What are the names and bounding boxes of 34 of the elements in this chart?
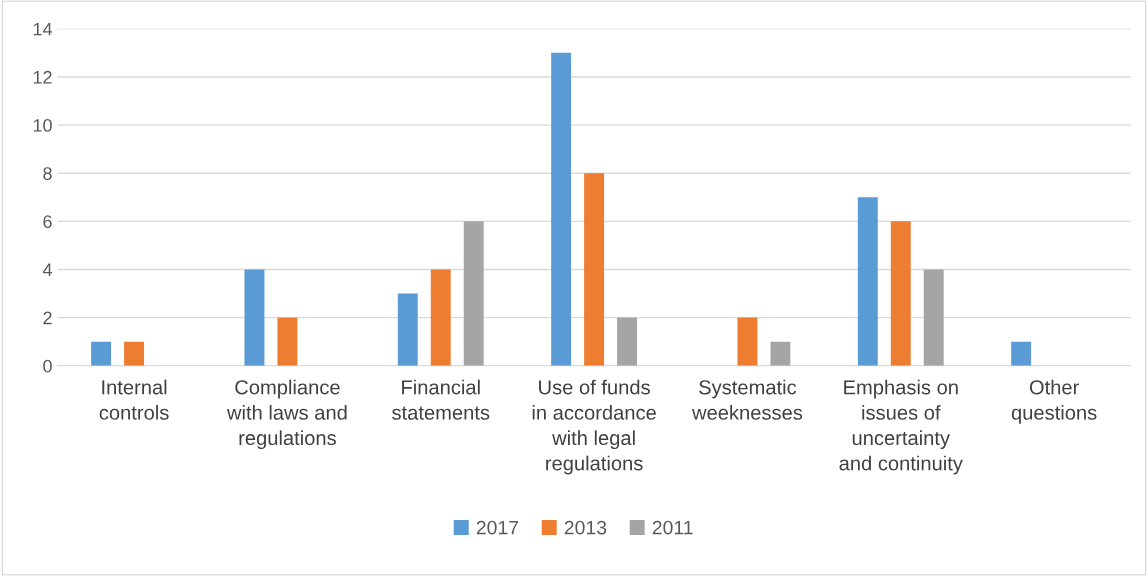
x-tick-label: Emphasis on issues of uncertainty and continuity: [839, 379, 963, 475]
bar: [617, 317, 638, 366]
y-tick-label: 4: [42, 263, 53, 277]
bar: [923, 269, 944, 366]
bar: [857, 197, 878, 366]
x-tick-label: Systematic weeknesses: [691, 379, 803, 420]
bar: [430, 269, 451, 366]
bar: [463, 221, 484, 366]
legend-label: 2013: [564, 520, 607, 535]
y-tick-label: 8: [43, 167, 52, 180]
bar: [277, 317, 298, 366]
bar: [737, 317, 758, 366]
bar: [397, 293, 418, 366]
x-tick-label: Compliance with laws and regulations: [226, 379, 347, 450]
x-tick-label: Other questions: [1011, 379, 1097, 424]
bar: [244, 269, 265, 366]
bar: [584, 173, 605, 366]
x-tick-label: Internal controls: [99, 379, 169, 420]
y-tick-label: 14: [33, 22, 53, 36]
bar: [1011, 341, 1032, 366]
bar: [91, 341, 112, 366]
y-tick-label: 10: [33, 119, 52, 132]
bar: [770, 341, 791, 366]
y-tick-label: 0: [43, 359, 52, 373]
y-tick-label: 2: [43, 311, 52, 325]
bar: [124, 341, 145, 366]
bar: [551, 52, 572, 366]
legend-label: 2011: [652, 520, 693, 535]
y-tick-label: 6: [43, 215, 52, 229]
bar: [890, 221, 911, 366]
x-tick-label: Financial statements: [392, 379, 490, 420]
legend-label: 2017: [476, 520, 519, 535]
x-tick-label: Use of funds in accordance with legal regulations: [532, 379, 656, 475]
y-tick-label: 12: [33, 70, 52, 84]
